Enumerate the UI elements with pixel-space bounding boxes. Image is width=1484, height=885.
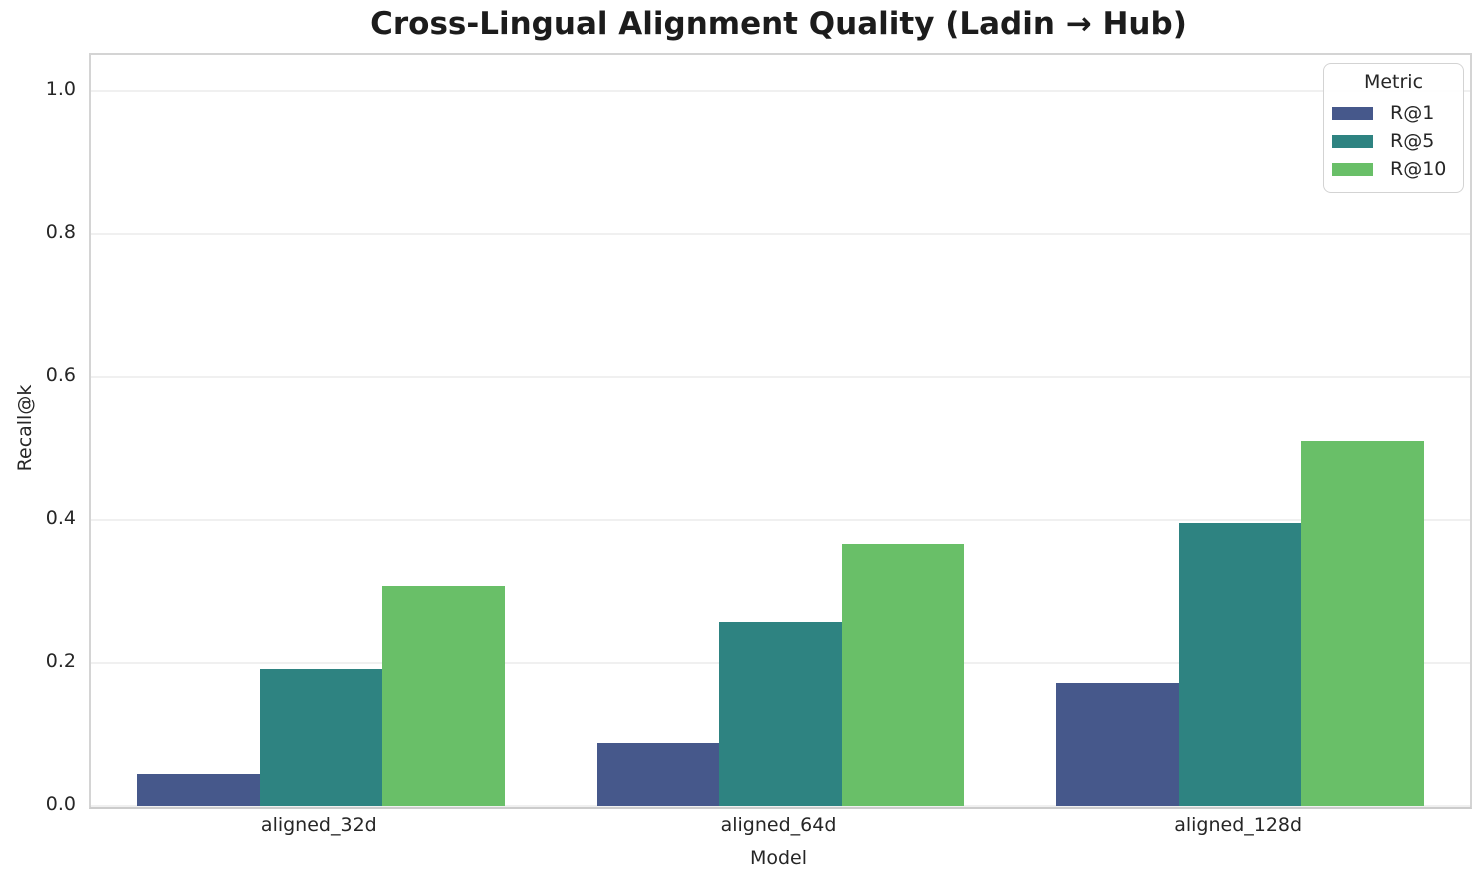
x-tick-label: aligned_128d — [1174, 814, 1303, 836]
chart-title: Cross-Lingual Alignment Quality (Ladin →… — [370, 6, 1187, 42]
y-tick-label: 0.8 — [45, 220, 76, 243]
legend-color-swatch — [1332, 162, 1373, 176]
plot-area — [89, 53, 1472, 809]
y-tick-label: 0.0 — [45, 793, 76, 815]
legend-entry: R@5 — [1324, 127, 1463, 155]
gridline — [91, 375, 1470, 378]
bar-r1-aligned_128d — [1056, 682, 1179, 806]
bar-r1-aligned_64d — [596, 743, 720, 806]
bar-r5-aligned_128d — [1178, 522, 1302, 806]
x-axis-label: Model — [749, 847, 808, 869]
bar-r5-aligned_64d — [719, 622, 842, 806]
legend-entry-label: R@5 — [1390, 130, 1435, 152]
x-tick-label: aligned_32d — [260, 814, 377, 836]
legend-entry-label: R@10 — [1390, 158, 1447, 180]
legend-entry-label: R@1 — [1390, 102, 1435, 124]
gridline — [91, 518, 1470, 521]
y-tick-label: 0.2 — [45, 649, 76, 672]
gridline — [91, 89, 1470, 92]
x-tick-label: aligned_64d — [720, 814, 837, 836]
bar-r1-aligned_32d — [136, 773, 260, 806]
legend-color-swatch — [1332, 106, 1373, 120]
legend-title: Metric — [1363, 71, 1424, 93]
legend-entry: R@1 — [1324, 99, 1463, 127]
gridline — [91, 232, 1470, 235]
bar-r10-aligned_128d — [1301, 441, 1425, 806]
bar-r5-aligned_32d — [259, 668, 383, 806]
legend-entry: R@10 — [1324, 155, 1463, 183]
legend-entries: R@1 R@5 R@10 — [1324, 99, 1463, 183]
legend-color-swatch — [1332, 134, 1373, 148]
bar-r10-aligned_32d — [382, 585, 505, 806]
y-tick-label: 0.6 — [45, 363, 76, 386]
y-axis-label: Recall@k — [14, 384, 36, 472]
legend: Metric R@1 R@5 R@10 — [1323, 63, 1464, 193]
y-tick-label: 1.0 — [45, 77, 76, 100]
gridline — [91, 805, 1470, 807]
y-tick-label: 0.4 — [45, 506, 76, 529]
bar-r10-aligned_64d — [841, 544, 965, 806]
